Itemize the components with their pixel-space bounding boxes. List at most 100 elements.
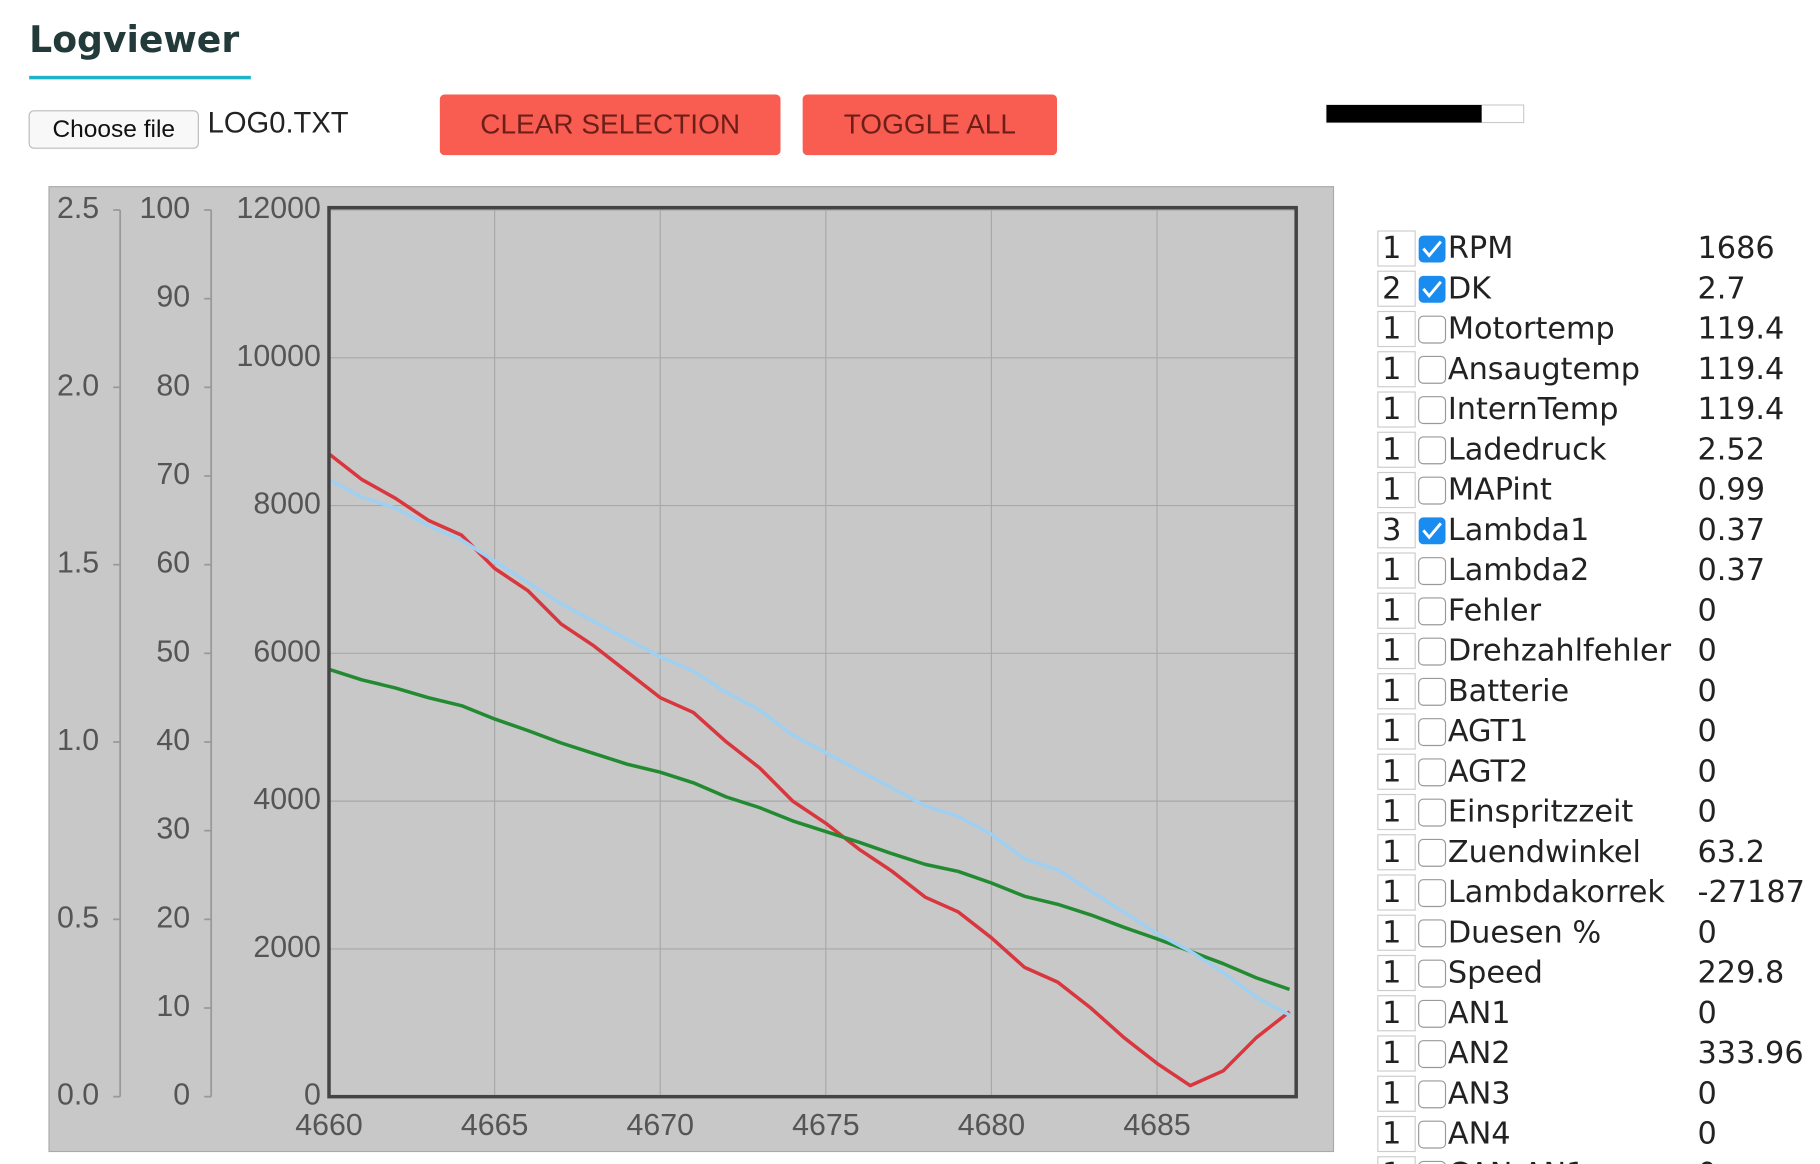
axis-number[interactable]: 1: [1382, 714, 1401, 749]
axis-number[interactable]: 1: [1382, 231, 1401, 266]
axis-number[interactable]: 1: [1382, 312, 1401, 347]
checkbox[interactable]: [1418, 1120, 1447, 1149]
checkbox[interactable]: [1418, 718, 1447, 747]
axis-input[interactable]: [1377, 512, 1416, 549]
signal-row: 2 DK 2.7: [1377, 270, 1746, 307]
axis-number[interactable]: 1: [1382, 553, 1401, 588]
checkbox[interactable]: [1418, 557, 1447, 586]
checkbox[interactable]: [1418, 959, 1447, 988]
axis-input[interactable]: [1377, 552, 1416, 589]
axis-input[interactable]: [1377, 914, 1416, 951]
axis-number[interactable]: 1: [1382, 392, 1401, 427]
axis-number[interactable]: 1: [1382, 754, 1401, 789]
axis-number[interactable]: 1: [1382, 634, 1401, 669]
signal-row: 1 Batterie 0: [1377, 673, 1717, 710]
signal-name: AGT2: [1448, 754, 1528, 789]
button-bg[interactable]: [439, 94, 781, 156]
axis-number[interactable]: 1: [1382, 1076, 1401, 1111]
button-label[interactable]: CLEAR SELECTION: [480, 108, 740, 139]
x-tick-label: 4675: [792, 1109, 859, 1142]
checkbox[interactable]: [1418, 355, 1447, 384]
axis-number[interactable]: 1: [1382, 915, 1401, 950]
checkbox[interactable]: [1418, 919, 1447, 948]
axis-input[interactable]: [1377, 230, 1416, 267]
checkbox[interactable]: [1418, 436, 1447, 465]
file-button[interactable]: [28, 110, 199, 149]
axis-number[interactable]: 2: [1382, 271, 1401, 306]
axis-input[interactable]: [1377, 1075, 1416, 1112]
checkbox[interactable]: [1418, 677, 1447, 706]
signal-name: CAN-AN1: [1448, 1157, 1586, 1164]
axis-input[interactable]: [1377, 471, 1416, 509]
axis-number[interactable]: 1: [1382, 674, 1401, 709]
app-title: Logviewer: [29, 18, 239, 61]
axis-input[interactable]: [1377, 793, 1416, 831]
checkbox[interactable]: [1418, 315, 1447, 344]
checkbox[interactable]: [1418, 1160, 1446, 1164]
file-input[interactable]: Choose file: [28, 110, 199, 149]
series-line: [327, 452, 1291, 1088]
checkmark[interactable]: [1422, 522, 1442, 540]
axis-input[interactable]: [1377, 270, 1416, 307]
axis-input[interactable]: [1377, 874, 1416, 911]
signal-row: 1 InternTemp 119.4: [1377, 391, 1784, 428]
axis-number[interactable]: 1: [1382, 352, 1401, 387]
axis-input[interactable]: [1377, 391, 1416, 428]
signal-name: DK: [1448, 271, 1492, 306]
signal-value: 0.37: [1698, 513, 1766, 548]
axis-number[interactable]: 1: [1382, 473, 1401, 508]
signal-row: 1 Duesen % 0: [1377, 914, 1717, 951]
axis-input[interactable]: [1377, 632, 1416, 670]
y-tick-label: 2.5: [57, 192, 99, 225]
axis-number[interactable]: 1: [1382, 593, 1401, 628]
axis-number[interactable]: 3: [1382, 513, 1401, 548]
checkmark[interactable]: [1422, 240, 1442, 258]
button-bg[interactable]: [802, 94, 1057, 156]
axis-number[interactable]: 1: [1382, 875, 1401, 910]
checkbox[interactable]: [1418, 838, 1447, 867]
axis-input[interactable]: [1377, 713, 1416, 750]
button-label[interactable]: TOGGLE ALL: [844, 108, 1016, 139]
clear-button[interactable]: CLEAR SELECTION: [439, 94, 781, 156]
axis-number[interactable]: 1: [1382, 432, 1401, 467]
axis-number[interactable]: 1: [1382, 1036, 1401, 1071]
signal-value: 2.52: [1698, 432, 1766, 467]
axis-input[interactable]: [1377, 431, 1416, 468]
axis-input[interactable]: [1377, 592, 1416, 629]
y-tick-label: 12000: [236, 192, 320, 225]
checkbox[interactable]: [1418, 597, 1447, 626]
checkbox[interactable]: [1418, 879, 1447, 908]
axis-number[interactable]: 1: [1382, 1157, 1401, 1164]
checkbox[interactable]: [1418, 999, 1447, 1028]
checkmark[interactable]: [1422, 280, 1442, 299]
axis-number[interactable]: 1: [1382, 795, 1401, 830]
y-tick-label: 6000: [253, 635, 320, 668]
signal-row: 3 Lambda1 0.37: [1377, 512, 1766, 549]
axis-input[interactable]: [1377, 834, 1416, 871]
checkbox[interactable]: [1418, 758, 1447, 787]
axis-input[interactable]: [1377, 351, 1416, 388]
signal-value: 0: [1698, 593, 1717, 628]
axis-number[interactable]: 1: [1382, 956, 1401, 991]
checkbox[interactable]: [1418, 476, 1447, 505]
checkbox[interactable]: [1418, 1080, 1447, 1109]
axis-input[interactable]: [1377, 954, 1416, 992]
axis-input[interactable]: [1377, 1035, 1416, 1072]
axis-input[interactable]: [1377, 753, 1416, 790]
axis-number[interactable]: 1: [1382, 835, 1401, 870]
checkbox[interactable]: [1418, 396, 1447, 425]
axis-number[interactable]: 1: [1382, 1117, 1401, 1152]
axis-number[interactable]: 1: [1382, 996, 1401, 1031]
toggle-button[interactable]: TOGGLE ALL: [802, 94, 1057, 156]
file-button-label[interactable]: Choose file: [52, 116, 175, 143]
axis-input[interactable]: [1377, 310, 1416, 348]
checkbox[interactable]: [1418, 798, 1447, 827]
axis-input[interactable]: [1377, 673, 1416, 710]
checkbox[interactable]: [1418, 1040, 1447, 1069]
axis-input[interactable]: [1377, 1156, 1416, 1164]
y-tick-label: 4000: [253, 783, 320, 816]
checkbox[interactable]: [1418, 637, 1447, 666]
axis-input[interactable]: [1377, 995, 1416, 1032]
axis-input[interactable]: [1377, 1115, 1416, 1153]
